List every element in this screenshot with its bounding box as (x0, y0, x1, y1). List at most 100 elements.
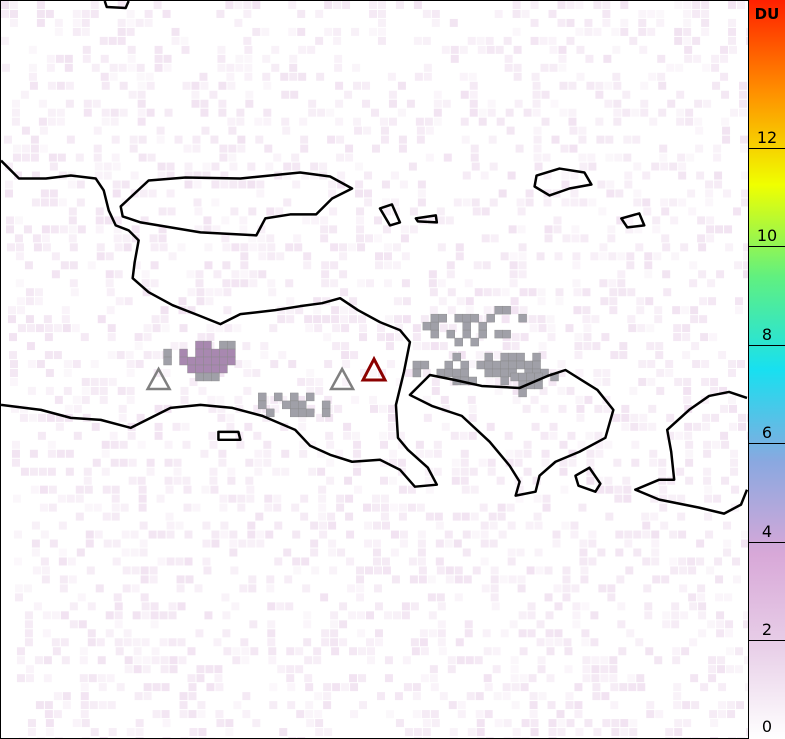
so2-pixel (728, 18, 737, 27)
so2-pixel (696, 539, 705, 548)
colorbar-tick-label: 2 (761, 620, 773, 640)
so2-pixel (303, 252, 312, 261)
so2-pixel (512, 395, 521, 404)
so2-pixel (674, 737, 683, 738)
so2-pixel (549, 63, 558, 72)
so2-pixel (600, 674, 609, 683)
so2-pixel (683, 18, 692, 27)
so2-pixel (382, 566, 391, 575)
flagged-pixel (500, 360, 509, 370)
so2-pixel (184, 557, 193, 566)
so2-pixel (56, 449, 65, 458)
so2-pixel (241, 656, 250, 665)
so2-pixel (586, 476, 595, 485)
so2-pixel (349, 674, 358, 683)
so2-pixel (271, 404, 280, 413)
so2-pixel (291, 153, 300, 162)
so2-pixel (160, 665, 169, 674)
so2-pixel (202, 539, 211, 548)
so2-pixel (602, 1, 611, 9)
so2-pixel (109, 431, 118, 440)
so2-pixel (735, 306, 743, 315)
so2-pixel (256, 180, 265, 189)
so2-pixel (638, 360, 647, 369)
flagged-pixel (532, 360, 541, 370)
so2-pixel (638, 377, 647, 386)
so2-pixel (68, 216, 77, 225)
so2-pixel (502, 342, 511, 351)
so2-pixel (151, 315, 160, 324)
so2-pixel (12, 153, 21, 162)
so2-pixel (215, 324, 224, 333)
so2-pixel (49, 162, 58, 171)
so2-pixel (245, 99, 254, 108)
so2-pixel (686, 153, 695, 162)
so2-pixel (563, 638, 572, 647)
so2-pixel (692, 9, 701, 18)
so2-pixel (625, 566, 634, 575)
so2-pixel (112, 539, 121, 548)
so2-pixel (456, 656, 465, 665)
so2-pixel (236, 117, 245, 126)
flagged-pixel (532, 352, 541, 362)
so2-pixel (673, 692, 682, 701)
so2-pixel (196, 665, 205, 674)
so2-pixel (308, 99, 317, 108)
so2-pixel (191, 90, 200, 99)
so2-pixel (632, 135, 641, 144)
so2-pixel (157, 162, 166, 171)
so2-pixel (617, 602, 626, 611)
so2-pixel (267, 252, 276, 261)
so2-pixel (629, 719, 638, 728)
so2-pixel (622, 476, 631, 485)
so2-pixel (128, 458, 137, 467)
so2-pixel (612, 45, 621, 54)
so2-pixel (521, 9, 530, 18)
so2-pixel (476, 728, 485, 737)
so2-pixel (496, 476, 505, 485)
so2-pixel (541, 90, 550, 99)
so2-pixel (380, 494, 389, 503)
so2-pixel (514, 99, 523, 108)
so2-pixel (672, 656, 681, 665)
so2-pixel (598, 584, 607, 593)
so2-pixel (515, 144, 524, 153)
so2-pixel (333, 36, 342, 45)
so2-pixel (132, 611, 141, 620)
so2-pixel (245, 476, 254, 485)
so2-pixel (692, 36, 701, 45)
so2-pixel (34, 656, 43, 665)
so2-pixel (49, 198, 58, 207)
so2-pixel (699, 315, 708, 324)
so2-pixel (642, 557, 651, 566)
so2-pixel (616, 216, 625, 225)
so2-pixel (277, 315, 286, 324)
so2-pixel (158, 207, 167, 216)
so2-pixel (512, 377, 521, 386)
flagged-pixel (211, 348, 220, 358)
so2-pixel (177, 602, 186, 611)
so2-pixel (679, 584, 688, 593)
so2-pixel (258, 243, 267, 252)
so2-pixel (573, 306, 582, 315)
so2-pixel (546, 674, 555, 683)
so2-pixel (726, 665, 735, 674)
so2-pixel (114, 602, 123, 611)
so2-pixel (514, 458, 523, 467)
so2-pixel (570, 530, 579, 539)
so2-pixel (447, 288, 456, 297)
so2-pixel (540, 404, 549, 413)
so2-pixel (503, 737, 512, 738)
so2-pixel (685, 476, 694, 485)
so2-pixel (80, 683, 89, 692)
so2-pixel (137, 440, 146, 449)
so2-pixel (683, 395, 692, 404)
so2-pixel (359, 333, 368, 342)
flagged-pixel (444, 360, 453, 370)
so2-pixel (450, 54, 459, 63)
so2-pixel (639, 422, 648, 431)
so2-pixel (478, 458, 487, 467)
so2-pixel (493, 692, 502, 701)
so2-pixel (558, 63, 567, 72)
so2-pixel (535, 566, 544, 575)
